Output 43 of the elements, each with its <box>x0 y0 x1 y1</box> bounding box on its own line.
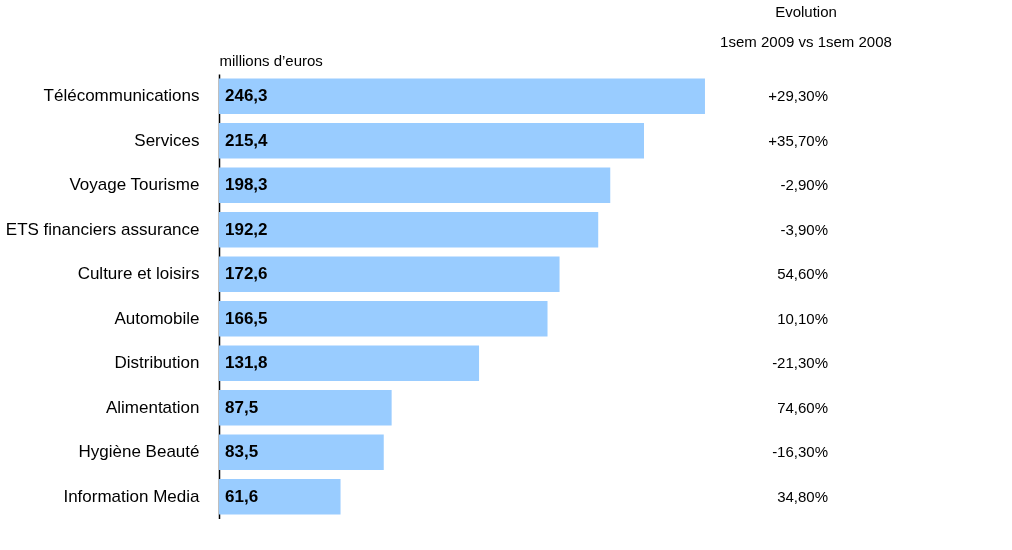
y-tick-label: Télécommunications <box>43 86 200 106</box>
data-label: 87,5 <box>225 397 259 417</box>
bar <box>219 211 599 248</box>
data-label: 61,6 <box>225 486 259 506</box>
y-tick-label: ETS financiers assurance <box>5 219 200 239</box>
y-tick-label: Information Media <box>63 486 201 506</box>
bar <box>219 434 384 471</box>
text: -3,90% <box>780 220 828 238</box>
bar <box>219 345 480 382</box>
y-tick-label: Services <box>134 130 200 150</box>
bar <box>219 300 548 337</box>
bar <box>219 167 611 204</box>
data-label: 198,3 <box>225 175 268 195</box>
text: 54,60% <box>777 265 828 283</box>
data-label: 246,3 <box>225 86 268 106</box>
text: 10,10% <box>777 309 828 327</box>
data-label: 215,4 <box>225 130 269 150</box>
y-tick-label: Culture et loisirs <box>77 264 200 284</box>
data-label: 83,5 <box>225 442 259 462</box>
bar <box>219 389 392 426</box>
text: +35,70% <box>768 131 828 149</box>
data-label: 166,5 <box>225 308 268 328</box>
data-label: 192,2 <box>225 219 268 239</box>
y-tick-label: Hygiène Beauté <box>78 442 200 462</box>
data-label: 172,6 <box>225 264 268 284</box>
x-axis-title: millions d’euros <box>219 51 323 69</box>
y-tick-label: Voyage Tourisme <box>69 175 200 195</box>
bar <box>219 256 560 293</box>
bar <box>219 78 705 115</box>
text: Evolution <box>775 3 837 20</box>
data-label: 131,8 <box>225 353 268 373</box>
text: 1sem 2009 vs 1sem 2008 <box>720 33 892 50</box>
text: -21,30% <box>772 354 828 372</box>
text: -16,30% <box>772 443 828 461</box>
text: -2,90% <box>780 176 828 194</box>
y-tick-label: Automobile <box>114 308 200 328</box>
bar <box>219 478 341 515</box>
text: +29,30% <box>768 87 828 105</box>
text: 74,60% <box>777 398 828 416</box>
y-tick-label: Distribution <box>114 353 200 373</box>
text: 34,80% <box>777 487 828 505</box>
y-tick-label: Alimentation <box>105 397 200 417</box>
bar <box>219 122 644 159</box>
